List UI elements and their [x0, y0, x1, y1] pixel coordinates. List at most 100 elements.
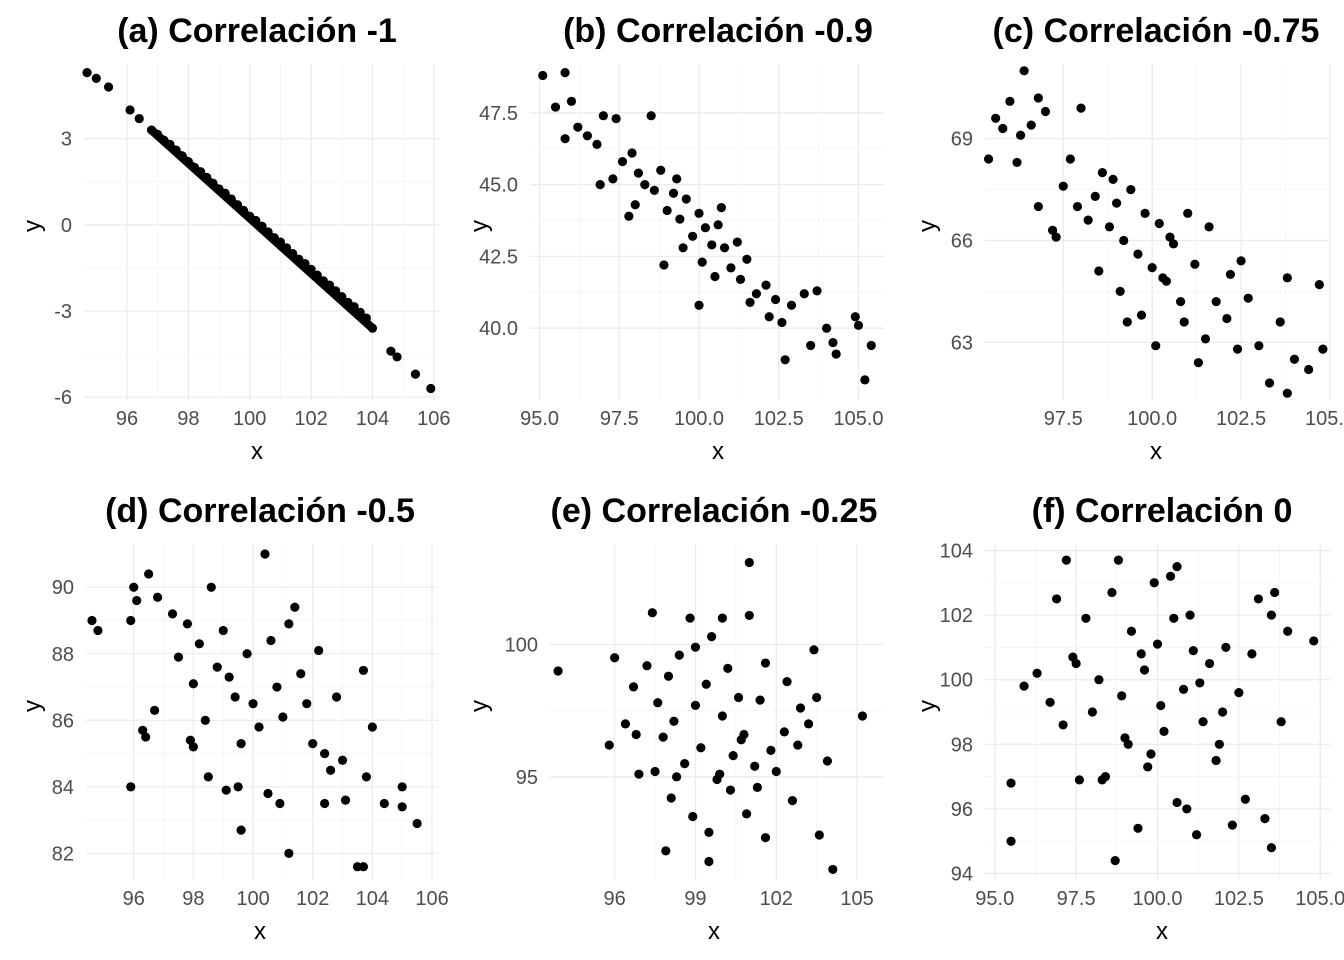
panel-c-data-point: [1047, 225, 1058, 235]
panel-b-data-point: [659, 260, 669, 270]
panel-c-data-point: [1090, 191, 1100, 201]
panel-f-data-point: [1270, 587, 1280, 598]
panel-d-x-tick-label: 106: [415, 888, 448, 910]
panel-b-data-point: [780, 355, 790, 365]
panel-d-data-point: [412, 818, 422, 829]
panel-f-data-point: [1191, 830, 1202, 840]
panel-b-data-point: [672, 174, 682, 184]
panel-b-data-point: [732, 237, 742, 247]
panel-b-y-tick-label: 45.0: [479, 175, 518, 197]
panel-e-minor-grid: [550, 544, 884, 880]
panel-d-data-point: [87, 615, 97, 626]
panel-d-data-point: [221, 785, 231, 795]
panel-f-data-point: [1006, 836, 1016, 846]
panel-f-data-point: [1172, 562, 1182, 572]
panel-e-data-point: [634, 769, 644, 779]
panel-c-minor-grid: [985, 64, 1330, 400]
panel-c-data-point: [1232, 344, 1243, 354]
panel-c-y-tick-label: 69: [951, 129, 973, 151]
panel-a-x-label: x: [251, 438, 263, 465]
panel-e-data-point: [650, 766, 660, 777]
panel-b-data-point: [821, 323, 832, 333]
panel-e-x-tick-label: 96: [604, 888, 626, 910]
panel-e-data-point: [663, 671, 674, 681]
panel-f-data-point: [1178, 684, 1189, 694]
panel-b-data-point: [678, 243, 688, 253]
panel-c-data-point: [1211, 296, 1221, 307]
panel-b-data-point: [566, 96, 577, 106]
panel-d-major-grid: [86, 544, 438, 880]
panel-d-x-tick-label: 100: [236, 888, 269, 910]
panel-c-data-point: [1282, 273, 1292, 283]
panel-b-data-point: [735, 274, 746, 284]
panel-d-y-tick-label: 86: [52, 710, 74, 732]
panel-c-data-point: [1097, 168, 1107, 178]
panel-c-data-point: [1165, 232, 1175, 242]
panel-a-x-tick-label: 100: [233, 408, 266, 430]
panel-b-y-tick-label: 42.5: [479, 246, 518, 268]
panel-f-data-point: [1247, 649, 1257, 659]
panel-f-y-tick-label: 100: [940, 670, 973, 692]
panel-d-data-point: [194, 639, 204, 649]
panel-b-data-point: [611, 113, 621, 124]
panel-a-data-point: [410, 369, 421, 379]
panel-b-data-point: [866, 340, 876, 351]
panel-b-data-point: [860, 375, 870, 385]
panel-c-data-point: [1179, 317, 1189, 327]
panel-e-data-point: [653, 698, 663, 708]
panel-c-y-tick-label: 63: [951, 332, 973, 354]
panel-c-data-point: [1225, 269, 1236, 280]
panel-b-y-label: y: [466, 220, 493, 232]
panel-b-data-point: [697, 257, 707, 267]
panel-e-data-point: [604, 740, 614, 750]
panel-d-data-point: [141, 732, 151, 742]
panel-b-data-point: [742, 254, 752, 264]
panel-d-data-point: [206, 582, 216, 592]
panel-d-data-point: [203, 772, 213, 782]
panel-b-data-point: [550, 102, 561, 112]
panel-f-data-point: [1172, 797, 1182, 808]
panel-f-x-tick-label: 97.5: [1057, 888, 1096, 910]
panel-a-y-tick-label: 0: [61, 215, 72, 237]
panel-c-data-point: [1200, 334, 1211, 344]
panel-c-x-label: x: [1150, 438, 1162, 465]
panel-b-data-point: [713, 220, 723, 230]
panel-b-data-point: [649, 185, 659, 195]
panel-c-data-point: [1108, 174, 1118, 184]
panel-c-data-point: [1026, 120, 1036, 130]
panel-c-data-point: [1314, 280, 1324, 290]
panel-c-data-point: [1065, 154, 1075, 164]
panel-d-data-point: [254, 722, 264, 732]
panel-c-title: (c) Correlación -0.75: [993, 12, 1320, 50]
panel-c-data-point: [1275, 317, 1285, 327]
panel-d-data-point: [302, 699, 312, 709]
panel-f-data-point: [1159, 726, 1169, 736]
panel-f-data-point: [1045, 697, 1055, 707]
panel-c-data-point: [1318, 344, 1328, 354]
panel-b-data-point: [595, 180, 605, 190]
panel-c-data-point: [998, 123, 1008, 134]
panel-d-data-point: [331, 692, 342, 702]
panel-f-y-tick-label: 94: [951, 864, 973, 886]
panel-d-data-point: [242, 649, 252, 659]
panel-f-x-tick-label: 100.0: [1132, 888, 1182, 910]
panel-b-data-point: [662, 205, 672, 216]
panel-f-x-tick-label: 95.0: [975, 888, 1014, 910]
panel-d-data-point: [233, 782, 243, 792]
panel-f-x-label: x: [1156, 918, 1168, 945]
panel-d-points: [87, 549, 422, 872]
panel-c-y-label: y: [914, 220, 941, 232]
panel-e-data-point: [814, 830, 824, 840]
panel-e-data-point: [793, 740, 803, 750]
panel-c-data-point: [1264, 378, 1275, 388]
panel-d-y-tick-label: 88: [52, 644, 74, 666]
panel-c-data-point: [983, 154, 994, 164]
panel-c-data-point: [1005, 96, 1015, 106]
panel-f-data-point: [1117, 691, 1127, 701]
panel-e-data-point: [717, 711, 727, 721]
panel-d-data-point: [126, 782, 136, 792]
panel-f-y-tick-label: 102: [940, 605, 973, 627]
panel-c-correlation-minus-0-75: (c) Correlación -0.75 x y 97.5 100.0 102.5…: [914, 12, 1344, 465]
panel-c-data-point: [1119, 235, 1129, 246]
panel-a-x-tick-label: 104: [356, 408, 389, 430]
